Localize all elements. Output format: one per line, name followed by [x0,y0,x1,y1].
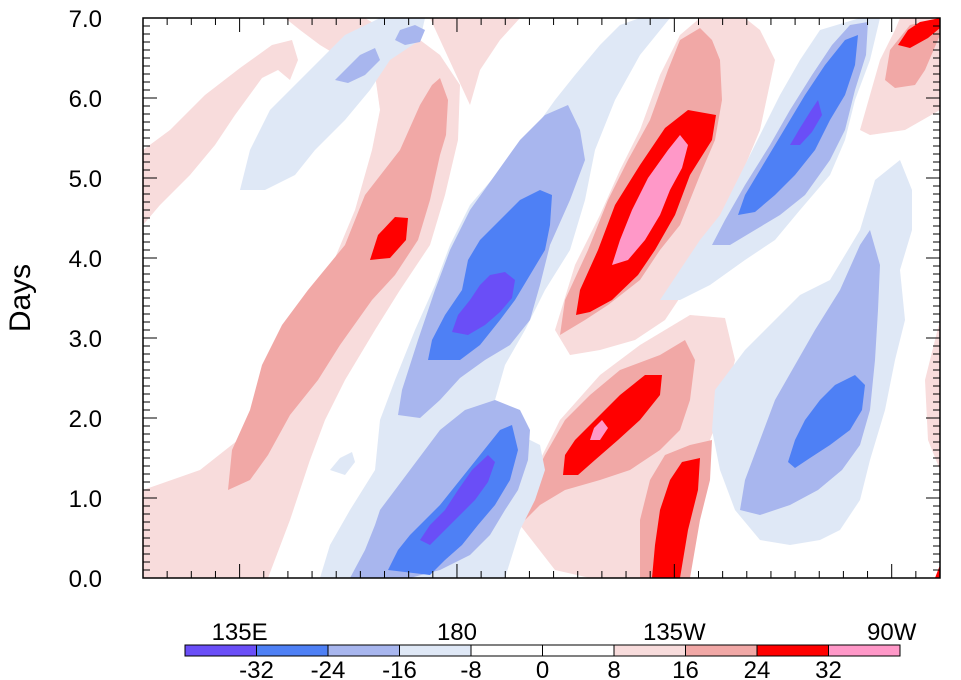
y-tick-label: 2.0 [69,406,102,433]
weak-negative-contour-small [330,452,355,475]
y-tick-label: 3.0 [69,326,102,353]
strong-negative-core-right-lower [788,375,865,468]
strong-positive-core-left [370,217,408,260]
weak-positive-contour-right-edge [925,320,940,470]
peak-positive-core-upper [612,135,688,265]
colorbar-box [470,644,543,657]
y-tick-label: 1.0 [69,486,102,513]
colorbar-box [685,644,758,657]
y-tick-label: 0.0 [69,566,102,593]
moderate-negative-contour-right-lower [740,230,880,515]
colorbar [184,644,901,657]
weak-positive-contour-upper-left [143,40,298,225]
colorbar-level-label: 8 [607,657,620,680]
strong-negative-core-right-upper [738,35,858,215]
weak-positive-contour-main-band [143,18,460,578]
x-tick-label: 135W [643,619,706,646]
strong-positive-core-top-right [898,18,940,48]
colorbar-level-label: -8 [460,657,481,680]
colorbar-level-label: -16 [382,657,417,680]
colorbar-level-label: -24 [311,657,346,680]
colorbar-box [828,644,901,657]
x-tick-label: 90W [867,619,917,646]
colorbar-box [256,644,329,657]
colorbar-box [184,644,257,657]
colorbar-box [327,644,400,657]
colorbar-level-label: 0 [536,657,549,680]
moderate-negative-contour-top2 [395,25,425,45]
y-axis-title: Days [4,264,37,332]
colorbar-box [399,644,472,657]
colorbar-box [756,644,829,657]
y-tick-label: 5.0 [69,166,102,193]
x-tick-label: 180 [437,619,477,646]
colorbar-level-label: 32 [815,657,842,680]
peak-negative-core-upper [452,272,515,335]
weak-positive-contour-top [430,18,520,105]
strong-positive-core-lower [563,375,662,475]
y-tick-label: 7.0 [69,6,102,33]
peak-negative-core-right [790,100,822,145]
contour-fill-layer [143,18,940,578]
colorbar-labels: -32 -24 -16 -8 0 8 16 24 32 [239,657,842,680]
moderate-positive-contour-main [228,78,448,490]
colorbar-level-label: -32 [239,657,274,680]
x-tick-labels: 135E 180 135W 90W [212,619,917,646]
axis-ticks [142,17,941,579]
y-tick-labels: 0.0 1.0 2.0 3.0 4.0 5.0 6.0 7.0 [69,6,102,593]
moderate-negative-contour-main-lower [350,400,530,578]
colorbar-box [542,644,615,657]
colorbar-box [613,644,686,657]
moderate-negative-contour-top [335,48,380,83]
strong-positive-core-corner [935,565,940,578]
peak-positive-core-lower [590,420,608,440]
y-tick-label: 6.0 [69,86,102,113]
peak-negative-core-lower [420,455,495,545]
x-tick-label: 135E [212,619,268,646]
plot-area [142,17,941,579]
strong-positive-core-bottom [652,458,700,578]
colorbar-level-label: 24 [744,657,771,680]
y-tick-label: 4.0 [69,246,102,273]
colorbar-level-label: 16 [672,657,699,680]
